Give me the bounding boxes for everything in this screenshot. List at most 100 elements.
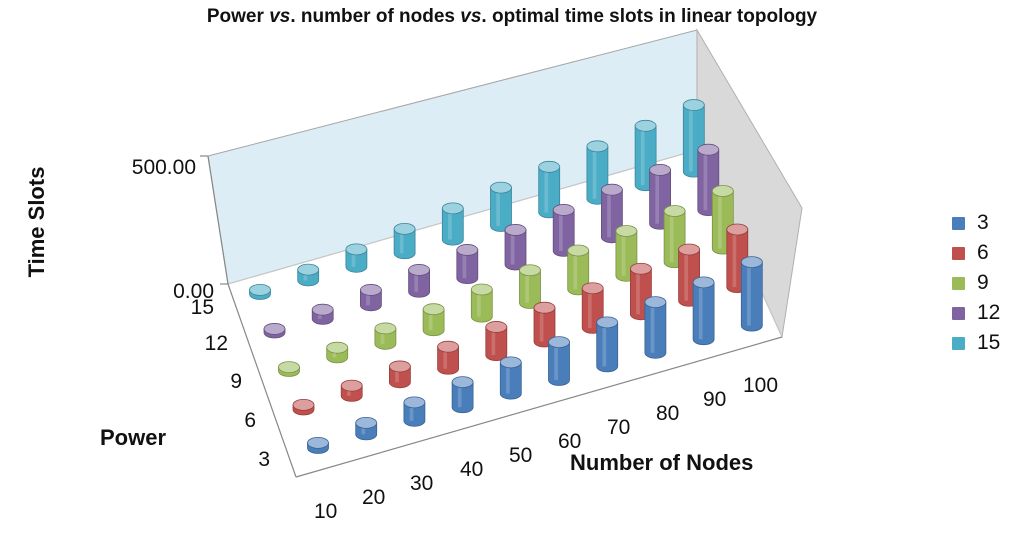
bar bbox=[499, 356, 522, 400]
power-tick-label: 9 bbox=[230, 370, 242, 393]
bar bbox=[355, 416, 378, 441]
bar bbox=[519, 264, 541, 309]
bar-body bbox=[408, 269, 430, 298]
bar-top bbox=[359, 284, 382, 296]
bar-top bbox=[456, 244, 479, 256]
bar-body bbox=[389, 366, 411, 389]
bar bbox=[393, 222, 416, 260]
bar bbox=[297, 263, 320, 287]
bar-top bbox=[437, 340, 460, 353]
power-tick-label: 12 bbox=[205, 332, 228, 355]
legend-swatch bbox=[952, 306, 965, 320]
power-axis-title: Power bbox=[100, 425, 166, 450]
bar-top bbox=[451, 376, 474, 389]
bar-body bbox=[374, 328, 397, 350]
bar-top bbox=[374, 322, 397, 335]
x-tick-label: 10 bbox=[314, 500, 337, 523]
bar-highlight bbox=[462, 249, 467, 279]
bar-top bbox=[596, 316, 619, 329]
bar-top bbox=[355, 416, 378, 429]
bar-body bbox=[499, 361, 522, 400]
bar-top bbox=[634, 119, 657, 132]
bar-top bbox=[548, 336, 570, 349]
bar-body bbox=[596, 321, 619, 373]
legend-swatch bbox=[952, 276, 965, 290]
bar bbox=[263, 323, 286, 339]
bar-top bbox=[485, 321, 508, 333]
bar bbox=[311, 303, 334, 325]
x-tick-label: 70 bbox=[607, 416, 630, 439]
bar bbox=[485, 321, 508, 361]
bar-highlight bbox=[539, 307, 544, 342]
power-tick-label: 3 bbox=[258, 448, 270, 471]
bar-highlight bbox=[477, 289, 481, 317]
bar-body bbox=[485, 326, 508, 361]
bar-highlight bbox=[592, 146, 597, 199]
bar bbox=[567, 244, 590, 296]
legend: 3 6 9 12 15 bbox=[952, 208, 1000, 358]
bar-top bbox=[441, 202, 464, 215]
bar-body bbox=[437, 346, 459, 375]
x-tick-label: 40 bbox=[460, 458, 483, 481]
bar-body bbox=[403, 401, 426, 427]
bar-top bbox=[408, 264, 431, 276]
bar-top bbox=[581, 282, 604, 295]
x-tick-label: 100 bbox=[743, 374, 778, 397]
bar-highlight bbox=[689, 105, 693, 172]
legend-label: 12 bbox=[977, 301, 1001, 324]
x-tick-label: 30 bbox=[410, 472, 433, 495]
bar-top bbox=[601, 183, 623, 196]
bar-top bbox=[533, 301, 556, 314]
bars-group bbox=[249, 99, 763, 454]
bar-top bbox=[697, 143, 720, 156]
bar-body bbox=[490, 187, 512, 232]
bar bbox=[490, 181, 512, 232]
y-tick-label: 500.00 bbox=[132, 156, 196, 179]
bar bbox=[359, 284, 382, 312]
bar-highlight bbox=[361, 422, 366, 435]
bar-top bbox=[567, 244, 590, 257]
bar-top bbox=[340, 379, 363, 392]
bar-top bbox=[297, 263, 320, 276]
bar bbox=[441, 202, 464, 246]
bar-top bbox=[538, 160, 561, 173]
bar bbox=[326, 341, 349, 364]
bar-highlight bbox=[544, 166, 549, 213]
bar-top bbox=[519, 264, 541, 277]
bar-highlight bbox=[698, 282, 703, 340]
bar-top bbox=[615, 225, 638, 237]
bar-highlight bbox=[496, 187, 500, 226]
bar-top bbox=[682, 99, 705, 111]
bar-highlight bbox=[395, 366, 399, 383]
bar-top bbox=[586, 140, 609, 153]
bar-highlight bbox=[587, 288, 592, 328]
bar-highlight bbox=[525, 270, 529, 303]
bar-top bbox=[470, 283, 493, 296]
bar-highlight bbox=[409, 402, 414, 421]
legend-label: 15 bbox=[977, 331, 1001, 354]
bar-highlight bbox=[684, 249, 689, 301]
bar-highlight bbox=[640, 125, 645, 186]
y-axis-title: Time Slots bbox=[24, 167, 49, 278]
bar bbox=[692, 276, 715, 346]
bar-body bbox=[504, 229, 527, 271]
bar bbox=[456, 244, 479, 284]
time-axis-line bbox=[207, 155, 229, 285]
bar-body bbox=[422, 308, 445, 337]
bar bbox=[249, 284, 271, 300]
bar bbox=[470, 283, 493, 323]
bar-top bbox=[278, 361, 300, 374]
bar-top bbox=[249, 284, 271, 296]
bar-top bbox=[630, 262, 652, 275]
legend-label: 6 bbox=[977, 241, 989, 264]
x-tick-label: 50 bbox=[509, 444, 532, 467]
bar-body bbox=[451, 381, 474, 414]
bar bbox=[345, 243, 368, 273]
bar-highlight bbox=[510, 229, 515, 265]
bar-top bbox=[388, 360, 411, 373]
bar-top bbox=[311, 303, 334, 316]
bar-highlight bbox=[448, 208, 452, 240]
bar-body bbox=[470, 289, 493, 323]
power-tick-label: 6 bbox=[244, 409, 256, 432]
